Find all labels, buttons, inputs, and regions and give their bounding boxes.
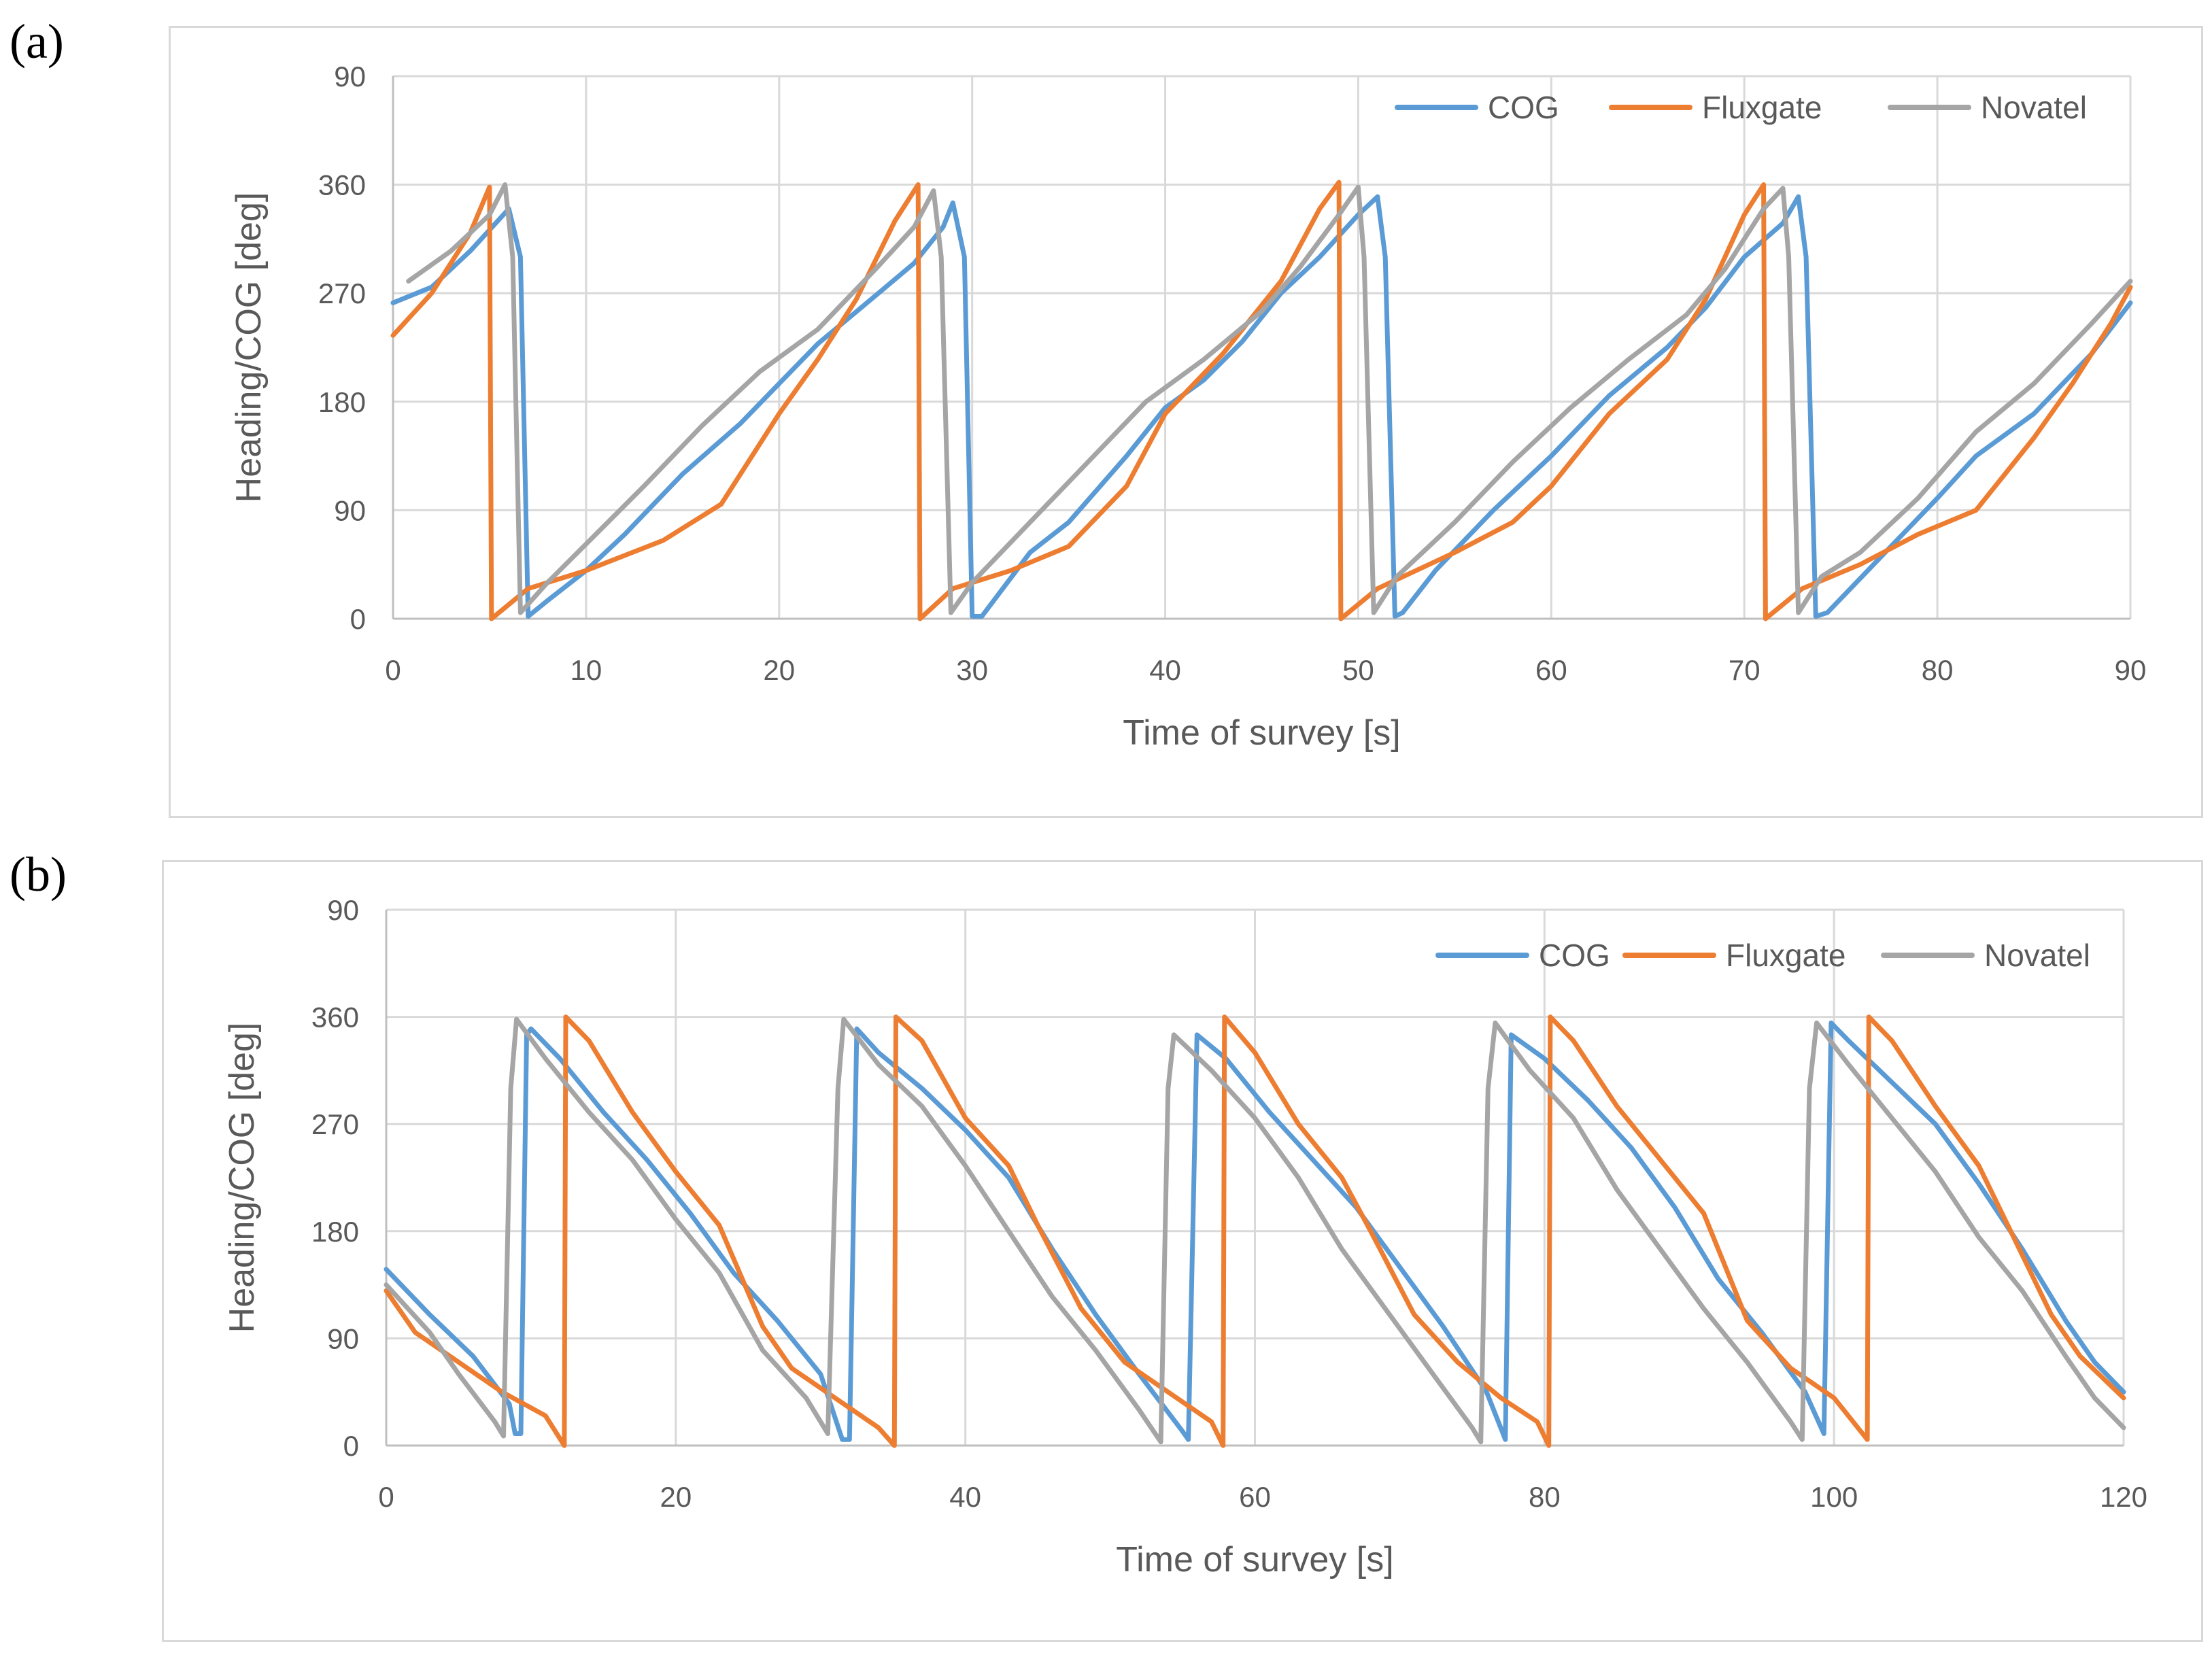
y-tick-label: 360	[318, 169, 366, 201]
chart-frame-b	[162, 860, 2203, 1642]
y-tick-label: 90	[334, 494, 366, 526]
x-tick-label: 30	[956, 654, 988, 686]
series-line-novatel	[384, 1017, 2126, 1445]
x-tick-label: 10	[571, 654, 602, 686]
y-tick-label: 90	[327, 1322, 359, 1354]
legend-label-novatel: Novatel	[1984, 938, 2090, 973]
legend-label-novatel: Novatel	[1981, 90, 2087, 125]
y-tick-label: 180	[318, 386, 366, 418]
x-tick-label: 90	[2115, 654, 2147, 686]
x-tick-label: 20	[660, 1481, 692, 1513]
x-tick-label: 0	[378, 1481, 394, 1513]
series-line-cog	[384, 1020, 2126, 1442]
x-tick-label: 50	[1342, 654, 1374, 686]
panel-label-b: (b)	[10, 847, 67, 902]
y-tick-label: 90	[327, 894, 359, 926]
x-tick-label: 60	[1239, 1481, 1271, 1513]
x-tick-label: 60	[1535, 654, 1567, 686]
x-tick-label: 80	[1922, 654, 1954, 686]
y-tick-label: 270	[311, 1108, 359, 1140]
legend-label-cog: COG	[1539, 938, 1610, 973]
legend-label-fluxgate: Fluxgate	[1726, 938, 1845, 973]
y-tick-label: 0	[343, 1430, 359, 1462]
x-tick-label: 120	[2100, 1481, 2147, 1513]
chart-a: 0 90 180 270 360 90 0 10 20 30 40 50 60 70 80 90 Time of…	[229, 61, 2146, 753]
y-tick-label: 270	[318, 277, 366, 309]
y-tick-label: 0	[350, 603, 366, 635]
y-tick-label: 180	[311, 1216, 359, 1248]
series-line-fluxgate	[390, 180, 2133, 621]
series-line-fluxgate	[384, 1014, 2126, 1448]
legend-label-fluxgate: Fluxgate	[1702, 90, 1822, 125]
x-tick-label: 70	[1729, 654, 1760, 686]
x-tick-label: 0	[385, 654, 401, 686]
y-tick-label: 360	[311, 1002, 359, 1034]
panel-label-a: (a)	[10, 14, 64, 69]
y-axis-title: Heading/COG [deg]	[222, 1023, 262, 1333]
x-tick-label: 20	[763, 654, 795, 686]
y-tick-label: 90	[334, 61, 366, 92]
x-axis-title: Time of survey [s]	[1116, 1540, 1393, 1579]
x-tick-label: 100	[1810, 1481, 1858, 1513]
y-axis-title: Heading/COG [deg]	[229, 192, 269, 503]
x-tick-label: 40	[1149, 654, 1181, 686]
x-tick-label: 40	[949, 1481, 981, 1513]
series-line-cog	[390, 194, 2133, 619]
series-line-novatel	[406, 182, 2133, 615]
x-tick-label: 80	[1529, 1481, 1561, 1513]
legend-label-cog: COG	[1488, 90, 1559, 125]
chart-frame-a	[169, 26, 2203, 818]
x-axis-title: Time of survey [s]	[1123, 713, 1400, 753]
chart-b: 0 90 180 270 360 90 0 20 40 60 80 100 120 Time of sur…	[222, 894, 2147, 1579]
